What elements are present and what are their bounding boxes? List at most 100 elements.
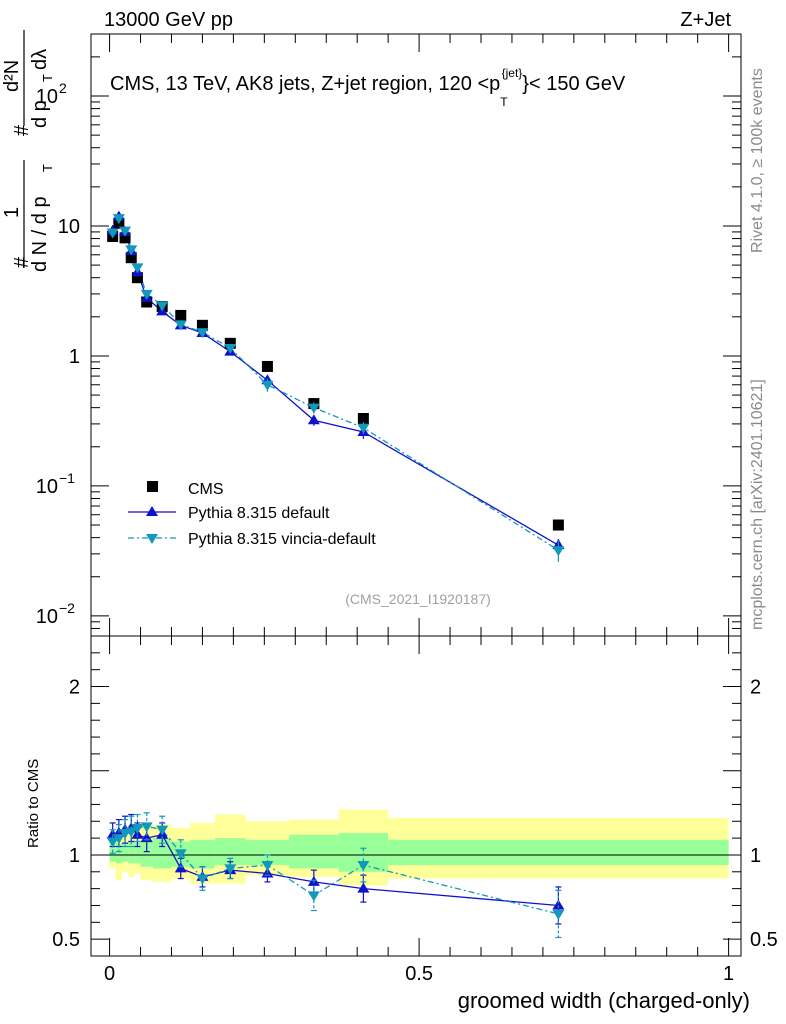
ratio-point-pythia-vincia bbox=[552, 909, 565, 920]
main-ylabel-denom1-sub: T bbox=[40, 164, 55, 172]
main-point-cms bbox=[175, 309, 187, 321]
band-inner-6 bbox=[152, 838, 172, 869]
main-ylabel-denom2-sub: T bbox=[40, 74, 55, 82]
main-point-pythia-vincia bbox=[125, 245, 138, 256]
ratio-plot-frame bbox=[90, 635, 742, 957]
main-point-pythia-vincia bbox=[196, 328, 209, 339]
main-point-cms bbox=[141, 296, 153, 308]
ratio-point-pythia-vincia bbox=[140, 822, 153, 833]
main-point-cms bbox=[196, 319, 208, 331]
ratio-y-tick-label-left: 2 bbox=[69, 677, 80, 699]
band-inner-5 bbox=[140, 839, 153, 867]
main-y-tick-label: 10 bbox=[36, 476, 58, 498]
band-inner-11 bbox=[289, 834, 339, 869]
main-ylabel-hash2: # bbox=[11, 124, 33, 136]
main-series-markers bbox=[106, 210, 565, 562]
ratio-point-pythia-default bbox=[552, 899, 565, 910]
main-y-axis-label: # 1 d N / d p T # d²N d p T dλ bbox=[1, 30, 55, 272]
ratio-point-pythia-vincia bbox=[196, 874, 209, 885]
legend-marker-cms bbox=[147, 481, 158, 492]
x-tick-label: 0.5 bbox=[405, 963, 433, 985]
main-point-pythia-vincia bbox=[156, 301, 169, 312]
ratio-point-pythia-vincia bbox=[112, 834, 125, 845]
main-point-cms bbox=[125, 252, 137, 264]
ratio-point-pythia-vincia bbox=[106, 837, 119, 848]
plot-title-superscript: {jet} bbox=[502, 66, 523, 80]
legend-entry-pythia-default: Pythia 8.315 default bbox=[128, 505, 330, 522]
main-point-cms bbox=[119, 232, 131, 244]
ratio-y-tick-label-left: 1 bbox=[69, 845, 80, 867]
legend-label-cms: CMS bbox=[188, 481, 224, 498]
band-inner-8 bbox=[190, 839, 215, 869]
main-y-tick-label: 1 bbox=[69, 346, 80, 368]
ratio-point-pythia-vincia bbox=[224, 864, 237, 875]
analysis-id: (CMS_2021_I1920187) bbox=[345, 591, 491, 607]
legend-marker-pythia-default bbox=[146, 506, 158, 516]
main-point-pythia-vincia bbox=[106, 228, 119, 239]
main-y-tick-exponent: −2 bbox=[59, 600, 75, 616]
main-point-pythia-vincia bbox=[174, 320, 187, 331]
main-point-pythia-vincia bbox=[112, 214, 125, 225]
main-y-tick-exponent: −1 bbox=[59, 470, 75, 486]
ratio-point-pythia-vincia bbox=[261, 861, 274, 872]
x-axis-label: groomed width (charged-only) bbox=[458, 988, 750, 1013]
main-point-cms bbox=[552, 519, 564, 531]
main-point-cms bbox=[131, 272, 143, 284]
header-right: Z+Jet bbox=[680, 9, 731, 31]
main-point-pythia-vincia bbox=[357, 423, 370, 434]
main-ylabel-denom1: d N / d p bbox=[29, 196, 51, 272]
legend: CMS Pythia 8.315 default Pythia 8.315 vi… bbox=[128, 481, 376, 548]
ratio-point-pythia-vincia bbox=[156, 825, 169, 836]
ratio-point-pythia-vincia bbox=[131, 824, 144, 834]
main-point-cms bbox=[261, 360, 273, 372]
ratio-y-tick-label-right: 1 bbox=[750, 845, 761, 867]
main-point-pythia-vincia bbox=[119, 226, 132, 237]
main-point-pythia-vincia bbox=[552, 546, 565, 557]
main-y-tick-label: 10 bbox=[36, 606, 58, 628]
legend-marker-pythia-vincia bbox=[146, 534, 158, 544]
main-point-cms bbox=[357, 413, 369, 425]
main-point-pythia-default bbox=[307, 414, 320, 425]
main-point-cms bbox=[224, 337, 236, 349]
main-y-tick-label: 10 bbox=[58, 216, 80, 238]
band-inner-3 bbox=[128, 841, 135, 864]
plot-title-after: }< 150 GeV bbox=[522, 73, 626, 95]
main-point-pythia-vincia bbox=[261, 380, 274, 391]
plot-title: CMS, 13 TeV, AK8 jets, Z+jet region, 120… bbox=[110, 66, 626, 109]
main-y-tick-exponent: 2 bbox=[59, 80, 67, 96]
ratio-point-pythia-default bbox=[357, 882, 370, 893]
main-ylabel-hash: # bbox=[11, 256, 33, 268]
ratio-point-pythia-vincia bbox=[125, 827, 138, 838]
legend-label-pythia-default: Pythia 8.315 default bbox=[188, 505, 330, 522]
main-point-pythia-vincia bbox=[140, 289, 153, 300]
main-ylabel-denom2-tail: dλ bbox=[29, 49, 51, 70]
main-ylabel-num2: d²N bbox=[1, 60, 23, 92]
main-point-pythia-vincia bbox=[307, 403, 320, 414]
plot-title-subscript: T bbox=[500, 95, 508, 109]
main-point-pythia-vincia bbox=[131, 263, 144, 274]
plot-title-before: CMS, 13 TeV, AK8 jets, Z+jet region, 120… bbox=[110, 73, 500, 95]
band-inner-2 bbox=[121, 843, 129, 862]
ratio-y-tick-label-left: 0.5 bbox=[52, 929, 80, 951]
band-inner-1 bbox=[115, 843, 122, 864]
ratio-point-pythia-vincia bbox=[357, 861, 370, 872]
band-inner-13 bbox=[388, 839, 729, 866]
ratio-point-pythia-default bbox=[174, 862, 187, 873]
band-inner-4 bbox=[134, 841, 141, 864]
x-tick-label: 1 bbox=[723, 963, 734, 985]
main-ylabel-one: 1 bbox=[1, 207, 23, 218]
ratio-point-pythia-vincia bbox=[307, 891, 320, 902]
header-left: 13000 GeV pp bbox=[104, 9, 233, 31]
ratio-frame-rect bbox=[90, 635, 742, 957]
main-ylabel-denom2: d p bbox=[29, 100, 51, 128]
main-line-pythia-vincia bbox=[112, 216, 559, 551]
ratio-point-pythia-vincia bbox=[174, 849, 187, 860]
main-y-tick-label: 10 bbox=[36, 86, 58, 108]
ratio-series-markers bbox=[106, 812, 565, 939]
legend-entry-pythia-vincia: Pythia 8.315 vincia-default bbox=[128, 531, 376, 548]
main-point-pythia-vincia bbox=[224, 344, 237, 355]
x-tick-label: 0 bbox=[104, 963, 115, 985]
main-series-lines bbox=[112, 214, 559, 551]
